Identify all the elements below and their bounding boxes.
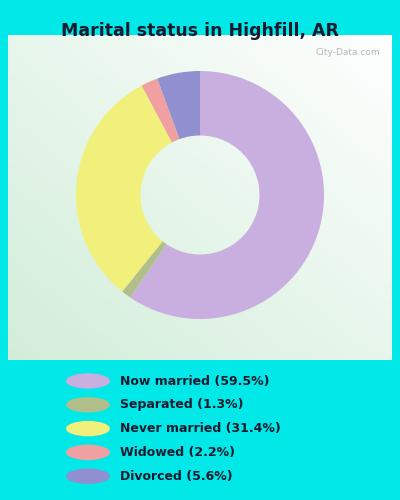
Wedge shape [122, 242, 166, 298]
Text: Widowed (2.2%): Widowed (2.2%) [120, 446, 235, 459]
Circle shape [66, 444, 110, 460]
Text: Marital status in Highfill, AR: Marital status in Highfill, AR [61, 22, 339, 40]
Circle shape [66, 421, 110, 436]
Text: Never married (31.4%): Never married (31.4%) [120, 422, 281, 435]
Text: Separated (1.3%): Separated (1.3%) [120, 398, 244, 411]
Wedge shape [157, 71, 200, 139]
Text: Divorced (5.6%): Divorced (5.6%) [120, 470, 233, 482]
Circle shape [66, 468, 110, 484]
Wedge shape [76, 86, 172, 292]
Wedge shape [130, 71, 324, 319]
Text: Now married (59.5%): Now married (59.5%) [120, 374, 270, 388]
Circle shape [66, 397, 110, 412]
Circle shape [66, 374, 110, 388]
Text: City-Data.com: City-Data.com [316, 48, 380, 57]
Wedge shape [142, 78, 180, 142]
